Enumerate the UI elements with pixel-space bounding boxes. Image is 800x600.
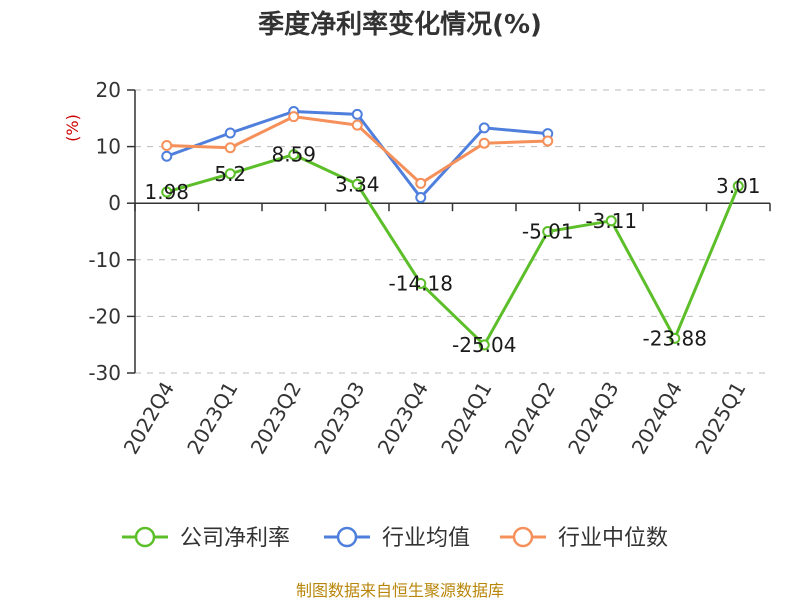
x-tick-label: 2023Q3 xyxy=(309,378,369,459)
data-point xyxy=(415,177,427,189)
data-point xyxy=(161,139,173,151)
y-tick-label: 0 xyxy=(108,191,121,215)
legend-label: 行业中位数 xyxy=(558,526,668,551)
data-label: -25.04 xyxy=(452,333,516,357)
legend-label: 公司净利率 xyxy=(180,526,290,551)
data-point xyxy=(542,226,554,238)
data-label: -5.01 xyxy=(522,220,574,244)
x-tick-label: 2023Q2 xyxy=(246,378,306,459)
data-label: 3.34 xyxy=(335,172,380,196)
data-point xyxy=(478,122,490,134)
legend[interactable]: 公司净利率 行业均值 行业中位数 xyxy=(122,526,668,551)
y-axis-label: (%) xyxy=(63,114,82,142)
data-point xyxy=(288,149,300,161)
data-point xyxy=(161,186,173,198)
legend-marker xyxy=(512,526,534,548)
x-tick-label: 2024Q2 xyxy=(500,378,560,459)
legend-marker xyxy=(336,526,358,548)
data-point xyxy=(224,142,236,154)
data-label: 1.98 xyxy=(144,180,189,204)
chart-title: 季度净利率变化情况(%) xyxy=(258,9,542,40)
data-point xyxy=(224,127,236,139)
data-point xyxy=(732,180,744,192)
data-label: -3.11 xyxy=(585,209,637,233)
x-tick-label: 2023Q4 xyxy=(373,378,433,459)
data-label: -14.18 xyxy=(389,271,453,295)
y-tick-label: 20 xyxy=(96,78,121,102)
y-tick-label: -30 xyxy=(88,361,121,385)
source-note: 制图数据来自恒生聚源数据库 xyxy=(296,581,504,600)
data-label: -23.88 xyxy=(643,326,707,350)
legend-item-1[interactable]: 行业均值 xyxy=(324,526,470,551)
x-tick-label: 2024Q3 xyxy=(563,378,623,459)
data-point xyxy=(351,119,363,131)
data-label: 8.59 xyxy=(271,143,316,167)
data-point xyxy=(351,178,363,190)
x-tick-label: 2023Q1 xyxy=(182,378,242,459)
data-point xyxy=(415,192,427,204)
data-point xyxy=(605,215,617,227)
legend-label: 行业均值 xyxy=(382,526,470,551)
data-point xyxy=(161,150,173,162)
series-layer xyxy=(161,106,744,351)
y-tick-label: 10 xyxy=(96,135,121,159)
legend-item-2[interactable]: 行业中位数 xyxy=(500,526,668,551)
x-tick-label: 2024Q4 xyxy=(627,378,687,459)
data-point xyxy=(478,339,490,351)
data-point xyxy=(351,108,363,120)
legend-marker xyxy=(134,526,156,548)
data-label: 5.2 xyxy=(214,162,246,186)
data-point xyxy=(478,137,490,149)
y-tick-label: -10 xyxy=(88,248,121,272)
y-tick-label: -20 xyxy=(88,304,121,328)
legend-item-0[interactable]: 公司净利率 xyxy=(122,526,290,551)
data-point xyxy=(224,168,236,180)
data-point xyxy=(415,277,427,289)
data-point xyxy=(542,135,554,147)
x-tick-label: 2022Q4 xyxy=(119,378,179,459)
data-label: 3.01 xyxy=(716,174,761,198)
series-line-0 xyxy=(166,153,740,347)
x-tick-label: 2024Q1 xyxy=(436,378,496,459)
x-tick-label: 2025Q1 xyxy=(690,378,750,459)
data-labels: 1.98 5.2 8.59 3.34 -14.18 -25.04 -5.01 -3.11 -23… xyxy=(144,143,760,357)
data-point xyxy=(288,111,300,123)
data-point xyxy=(669,332,681,344)
